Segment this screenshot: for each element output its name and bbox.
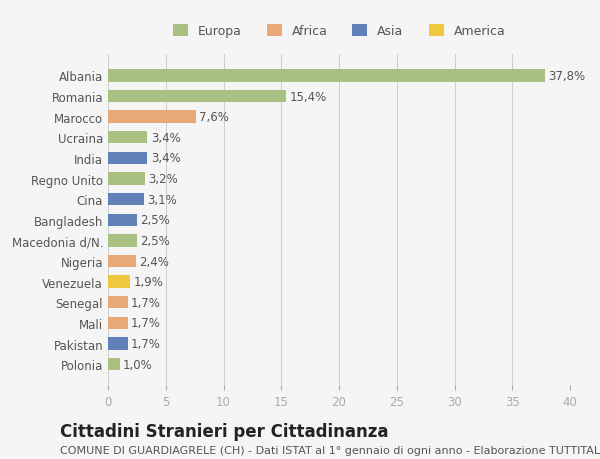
Bar [108,132,147,144]
Bar [108,214,137,226]
Bar [108,173,145,185]
Text: 3,4%: 3,4% [151,132,181,145]
Text: Cittadini Stranieri per Cittadinanza: Cittadini Stranieri per Cittadinanza [60,422,389,440]
Bar [108,317,128,330]
Text: 2,4%: 2,4% [139,255,169,268]
Text: 3,4%: 3,4% [151,152,181,165]
Bar [108,358,119,370]
Bar [108,235,137,247]
Bar [108,194,144,206]
Bar [108,255,136,268]
Bar [108,338,128,350]
Text: 2,5%: 2,5% [140,214,170,227]
Text: 1,7%: 1,7% [131,337,161,350]
Text: 1,7%: 1,7% [131,317,161,330]
Text: 2,5%: 2,5% [140,235,170,247]
Text: 15,4%: 15,4% [289,90,326,103]
Bar [108,276,130,288]
Text: 37,8%: 37,8% [548,70,585,83]
Bar [108,91,286,103]
Legend: Europa, Africa, Asia, America: Europa, Africa, Asia, America [166,18,512,45]
Bar [108,297,128,309]
Text: 1,9%: 1,9% [133,275,163,289]
Text: 1,7%: 1,7% [131,296,161,309]
Bar [108,152,147,165]
Text: 7,6%: 7,6% [199,111,229,124]
Bar [108,111,196,123]
Text: 3,2%: 3,2% [148,173,178,185]
Text: 3,1%: 3,1% [147,193,177,206]
Bar [108,70,545,83]
Text: 1,0%: 1,0% [123,358,153,371]
Text: COMUNE DI GUARDIAGRELE (CH) - Dati ISTAT al 1° gennaio di ogni anno - Elaborazio: COMUNE DI GUARDIAGRELE (CH) - Dati ISTAT… [60,445,600,455]
